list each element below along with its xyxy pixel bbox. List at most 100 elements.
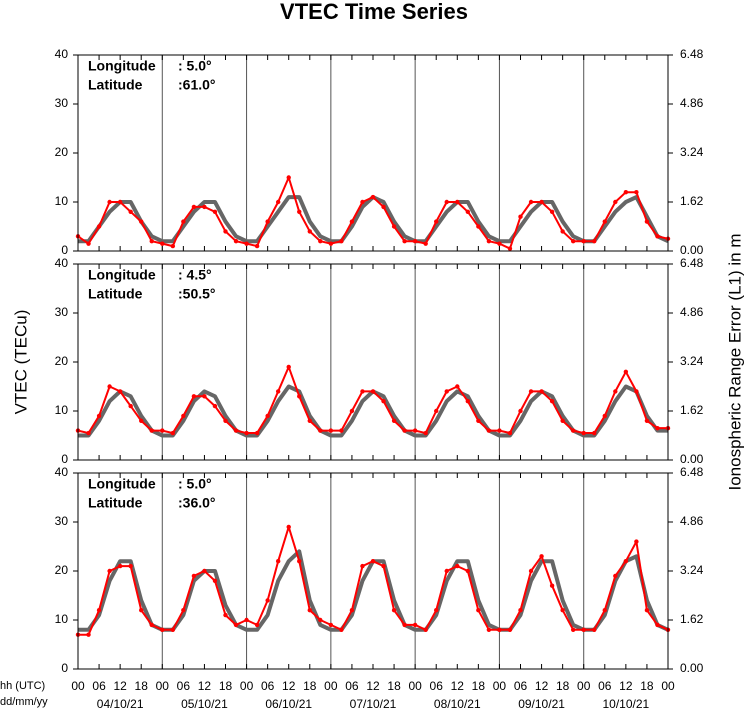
measured-point <box>581 430 586 436</box>
x-tick-label: 00 <box>324 679 338 693</box>
measured-point <box>370 389 376 394</box>
x-tick-label: 06 <box>92 679 106 693</box>
measured-point <box>328 622 334 628</box>
measured-point <box>381 204 386 210</box>
y-tick-label: 40 <box>55 47 69 61</box>
measured-point <box>592 627 597 632</box>
y-tick-label: 20 <box>55 563 69 577</box>
x-tick-label: 00 <box>71 679 85 693</box>
date-label: 08/10/21 <box>434 697 481 711</box>
measured-point <box>117 563 123 569</box>
measured-point <box>391 224 397 229</box>
x-tick-label: 00 <box>577 679 591 693</box>
measured-point <box>444 389 449 394</box>
measured-point <box>507 246 513 251</box>
annotation: : 5.0° <box>178 58 212 74</box>
measured-point <box>613 573 618 579</box>
measured-point <box>181 608 186 613</box>
measured-point <box>444 568 449 574</box>
y2-tick-label: 6.48 <box>680 47 704 61</box>
y-tick-label: 20 <box>55 145 69 159</box>
plot-frame <box>77 54 669 252</box>
measured-point <box>275 389 281 394</box>
annotation: Latitude <box>88 77 143 93</box>
y2-tick-label: 6.48 <box>680 465 704 479</box>
measured-point <box>486 627 492 632</box>
measured-point <box>455 384 460 389</box>
x-tick-label: 06 <box>598 679 612 693</box>
x-tick-label: 18 <box>640 679 654 693</box>
measured-point <box>160 241 165 246</box>
measured-point <box>202 204 207 210</box>
measured-point <box>465 209 471 214</box>
measured-point <box>297 394 302 399</box>
measured-point <box>297 209 302 214</box>
measured-point <box>476 608 481 613</box>
plot-frame <box>77 263 669 461</box>
annotation: : 5.0° <box>178 476 212 492</box>
measured-point <box>160 627 165 632</box>
x-tick-label: 12 <box>366 679 380 693</box>
measured-point <box>307 418 312 423</box>
x-tick-label: 12 <box>535 679 549 693</box>
measured-point <box>623 369 629 374</box>
measured-point <box>191 204 197 210</box>
measured-point <box>307 229 312 234</box>
measured-point <box>307 608 312 613</box>
measured-point <box>107 384 112 389</box>
measured-point <box>391 418 397 423</box>
measured-point <box>560 608 565 613</box>
measured-point <box>86 430 91 436</box>
measured-point <box>613 389 618 394</box>
measured-point <box>486 239 492 244</box>
measured-point <box>549 583 555 588</box>
measured-point <box>549 209 555 214</box>
measured-point <box>434 608 439 613</box>
measured-point <box>349 608 355 613</box>
measured-point <box>107 199 112 205</box>
x-tick-label: 12 <box>198 679 212 693</box>
measured-point <box>107 568 112 574</box>
measured-point <box>581 627 586 632</box>
measured-point <box>592 239 597 244</box>
x-tick-label: 12 <box>113 679 127 693</box>
measured-point <box>423 241 428 246</box>
y2-tick-label: 0.00 <box>680 243 704 257</box>
date-axis-label: dd/mm/yy <box>0 696 48 708</box>
measured-point <box>560 418 565 423</box>
y2-tick-label: 4.86 <box>680 514 704 528</box>
measured-point <box>223 229 228 234</box>
measured-point <box>96 608 102 613</box>
measured-point <box>360 389 365 394</box>
annotation: Longitude <box>88 267 156 283</box>
measured-point <box>223 612 228 618</box>
y-tick-label: 10 <box>55 612 69 626</box>
x-tick-label: 06 <box>177 679 191 693</box>
measured-line <box>78 525 669 636</box>
measured-point <box>507 430 513 436</box>
measured-point <box>602 413 607 419</box>
measured-point <box>223 418 228 423</box>
measured-point <box>634 190 639 195</box>
measured-point <box>318 239 323 244</box>
measured-point <box>476 418 481 423</box>
measured-point <box>128 563 133 569</box>
measured-point <box>497 241 502 246</box>
measured-point <box>592 430 597 436</box>
y2-tick-label: 3.24 <box>680 563 704 577</box>
y2-tick-label: 4.86 <box>680 305 704 319</box>
measured-point <box>581 239 586 244</box>
measured-point <box>655 234 660 239</box>
measured-point <box>402 622 407 628</box>
annotation: Longitude <box>88 476 156 492</box>
x-tick-label: 00 <box>493 679 507 693</box>
measured-point <box>423 627 428 632</box>
measured-point <box>465 399 471 404</box>
plot-frame <box>77 472 669 670</box>
measured-point <box>254 622 260 628</box>
x-tick-label: 06 <box>514 679 528 693</box>
measured-point <box>339 627 344 632</box>
measured-point <box>254 430 260 436</box>
measured-point <box>549 399 555 404</box>
